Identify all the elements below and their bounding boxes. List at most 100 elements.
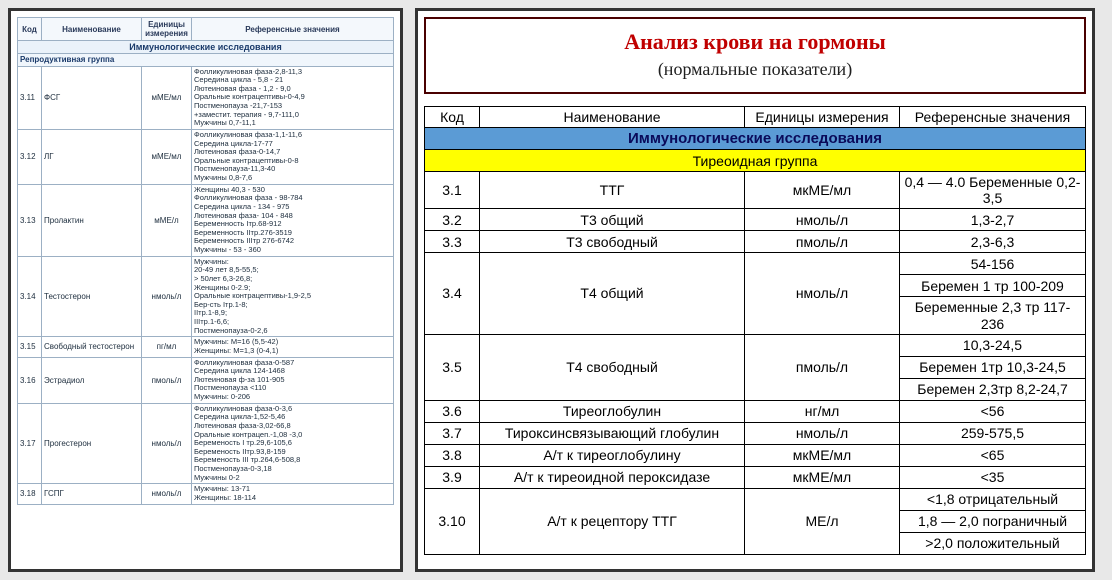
left-row: 3.18ГСПГнмоль/лМужчины: 13-71 Женщины: 1… (18, 484, 394, 504)
left-table: Код Наименование Единицы измерения Рефер… (17, 17, 394, 505)
right-col-ref: Референсные значения (900, 107, 1086, 128)
right-row: 3.9А/т к тиреоидной пероксидаземкМЕ/мл<3… (425, 466, 1086, 488)
right-cell-ref: <35 (900, 466, 1086, 488)
right-row: 3.6Тиреоглобулиннг/мл<56 (425, 400, 1086, 422)
right-row: 3.5Т4 свободныйпмоль/л10,3-24,5 (425, 334, 1086, 356)
right-cell-unit: нмоль/л (745, 253, 900, 334)
left-cell-code: 3.16 (18, 357, 42, 403)
left-cell-code: 3.14 (18, 256, 42, 337)
left-cell-unit: нмоль/л (142, 403, 192, 484)
left-cell-code: 3.11 (18, 66, 42, 129)
left-reference-panel: Код Наименование Единицы измерения Рефер… (8, 8, 403, 572)
right-col-code: Код (425, 107, 480, 128)
left-cell-unit: нмоль/л (142, 484, 192, 504)
right-cell-code: 3.3 (425, 231, 480, 253)
right-cell-code: 3.10 (425, 488, 480, 554)
right-row: 3.7Тироксинсвязывающий глобулиннмоль/л25… (425, 422, 1086, 444)
right-cell-unit: МЕ/л (745, 488, 900, 554)
right-cell-unit: мкМЕ/мл (745, 172, 900, 209)
right-cell-ref: 0,4 — 4.0 Беременные 0,2-3,5 (900, 172, 1086, 209)
right-cell-ref: Беременные 2,3 тр 117-236 (900, 297, 1086, 334)
right-cell-unit: нмоль/л (745, 209, 900, 231)
right-cell-name: А/т к рецептору ТТГ (480, 488, 745, 554)
left-group-row: Репродуктивная группа (18, 54, 394, 66)
right-cell-code: 3.5 (425, 334, 480, 400)
right-cell-ref: 259-575,5 (900, 422, 1086, 444)
right-cell-name: Тироксинсвязывающий глобулин (480, 422, 745, 444)
left-col-name: Наименование (42, 18, 142, 41)
right-header-row: Код Наименование Единицы измерения Рефер… (425, 107, 1086, 128)
left-row: 3.12ЛГмМЕ/млФолликулиновая фаза-1,1-11,6… (18, 129, 394, 184)
right-row: 3.8А/т к тиреоглобулинумкМЕ/мл<65 (425, 444, 1086, 466)
left-cell-name: ЛГ (42, 129, 142, 184)
left-cell-unit: мМЕ/л (142, 184, 192, 256)
left-cell-code: 3.13 (18, 184, 42, 256)
left-group-text: Репродуктивная группа (18, 54, 394, 66)
right-cell-ref: >2,0 положительный (900, 532, 1086, 554)
left-cell-name: Пролактин (42, 184, 142, 256)
left-cell-ref: Фолликулиновая фаза-0-587 Середина цикла… (192, 357, 394, 403)
title-sub: (нормальные показатели) (430, 59, 1080, 80)
right-cell-name: Т3 общий (480, 209, 745, 231)
right-cell-ref: <56 (900, 400, 1086, 422)
left-row: 3.14Тестостероннмоль/лМужчины: 20-49 лет… (18, 256, 394, 337)
left-cell-unit: пмоль/л (142, 357, 192, 403)
right-cell-ref: Беремен 1тр 10,3-24,5 (900, 356, 1086, 378)
right-cell-ref: 1,8 — 2,0 пограничный (900, 510, 1086, 532)
left-cell-unit: нмоль/л (142, 256, 192, 337)
left-col-code: Код (18, 18, 42, 41)
right-cell-ref: Беремен 2,3тр 8,2-24,7 (900, 378, 1086, 400)
left-cell-code: 3.12 (18, 129, 42, 184)
left-cell-unit: мМЕ/мл (142, 66, 192, 129)
right-cell-unit: пмоль/л (745, 231, 900, 253)
left-cell-ref: Фолликулиновая фаза-2,8-11,3 Середина ци… (192, 66, 394, 129)
right-cell-name: А/т к тиреоглобулину (480, 444, 745, 466)
title-main: Анализ крови на гормоны (430, 29, 1080, 55)
left-row: 3.16Эстрадиолпмоль/лФолликулиновая фаза-… (18, 357, 394, 403)
right-col-unit: Единицы измерения (745, 107, 900, 128)
left-row: 3.17Прогестероннмоль/лФолликулиновая фаз… (18, 403, 394, 484)
left-cell-name: Эстрадиол (42, 357, 142, 403)
right-section-yellow-text: Тиреоидная группа (425, 150, 1086, 172)
right-row: 3.4Т4 общийнмоль/л54-156 (425, 253, 1086, 275)
left-row: 3.15Свободный тестостеронпг/млМужчины: М… (18, 337, 394, 357)
left-cell-name: Прогестерон (42, 403, 142, 484)
left-cell-ref: Мужчины: М=16 (5,5-42) Женщины: М=1,3 (0… (192, 337, 394, 357)
right-cell-name: А/т к тиреоидной пероксидазе (480, 466, 745, 488)
right-cell-code: 3.6 (425, 400, 480, 422)
right-cell-ref: 10,3-24,5 (900, 334, 1086, 356)
left-cell-name: ГСПГ (42, 484, 142, 504)
right-cell-unit: нг/мл (745, 400, 900, 422)
right-cell-name: Т4 общий (480, 253, 745, 334)
right-cell-unit: мкМЕ/мл (745, 466, 900, 488)
left-section-text: Иммунологические исследования (18, 41, 394, 54)
right-cell-ref: 54-156 (900, 253, 1086, 275)
left-cell-ref: Мужчины: 20-49 лет 8,5-55,5; > 50лет 6,3… (192, 256, 394, 337)
right-section-yellow: Тиреоидная группа (425, 150, 1086, 172)
right-cell-ref: <1,8 отрицательный (900, 488, 1086, 510)
left-cell-ref: Фолликулиновая фаза-1,1-11,6 Середина ци… (192, 129, 394, 184)
left-cell-code: 3.18 (18, 484, 42, 504)
left-header-row: Код Наименование Единицы измерения Рефер… (18, 18, 394, 41)
right-cell-code: 3.1 (425, 172, 480, 209)
left-cell-ref: Женщины 40,3 - 530 Фолликулиновая фаза -… (192, 184, 394, 256)
right-cell-unit: нмоль/л (745, 422, 900, 444)
right-cell-name: Т3 свободный (480, 231, 745, 253)
right-cell-name: Тиреоглобулин (480, 400, 745, 422)
right-cell-code: 3.7 (425, 422, 480, 444)
right-row: 3.1ТТГмкМЕ/мл0,4 — 4.0 Беременные 0,2-3,… (425, 172, 1086, 209)
left-col-ref: Референсные значения (192, 18, 394, 41)
right-cell-name: Т4 свободный (480, 334, 745, 400)
right-cell-code: 3.2 (425, 209, 480, 231)
right-cell-unit: пмоль/л (745, 334, 900, 400)
right-cell-code: 3.9 (425, 466, 480, 488)
right-row: 3.3Т3 свободныйпмоль/л2,3-6,3 (425, 231, 1086, 253)
left-row: 3.13ПролактинмМЕ/лЖенщины 40,3 - 530 Фол… (18, 184, 394, 256)
right-cell-ref: 1,3-2,7 (900, 209, 1086, 231)
left-row: 3.11ФСГмМЕ/млФолликулиновая фаза-2,8-11,… (18, 66, 394, 129)
right-cell-unit: мкМЕ/мл (745, 444, 900, 466)
right-cell-ref: <65 (900, 444, 1086, 466)
right-col-name: Наименование (480, 107, 745, 128)
left-cell-unit: мМЕ/мл (142, 129, 192, 184)
left-cell-ref: Фолликулиновая фаза-0-3,6 Середина цикла… (192, 403, 394, 484)
